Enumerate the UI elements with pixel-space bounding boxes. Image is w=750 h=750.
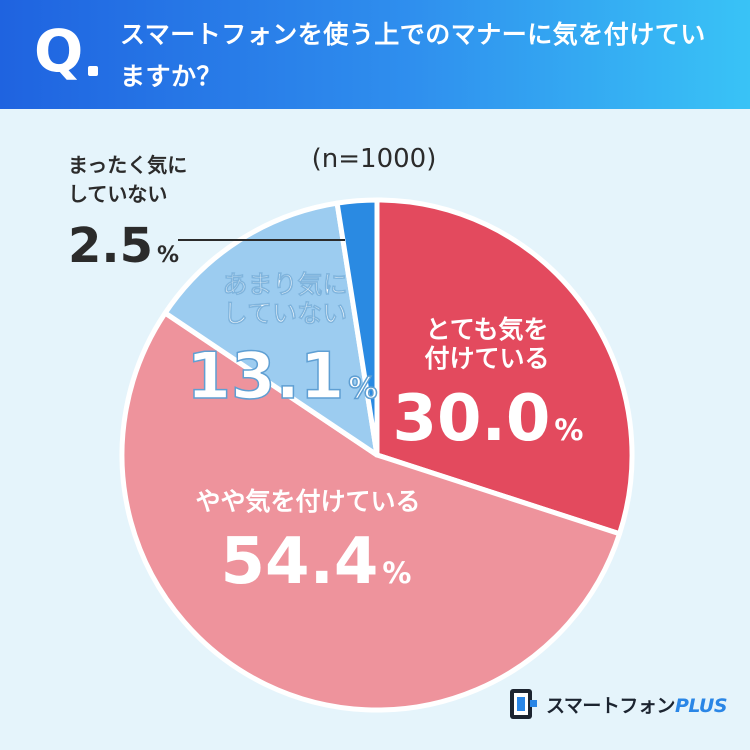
- slice-label-3-line-0: まったく気に: [68, 153, 187, 177]
- slice-value-1: 54.4%: [221, 525, 412, 599]
- slice-value-0: 30.0%: [393, 382, 584, 456]
- question-text: スマートフォンを使う上でのマナーに気を付けていますか？: [120, 20, 706, 91]
- smartphone-logo-icon: [510, 689, 537, 719]
- slice-value-3: 2.5%: [68, 218, 179, 274]
- slice-label-0-line-0: とても気を: [425, 315, 548, 344]
- slice-label-2-line-1: していない: [223, 299, 347, 328]
- slice-label-1-line-0: やや気を付けている: [195, 487, 420, 516]
- brand-logo: スマートフォンPLUS: [508, 686, 728, 722]
- slice-label-2-line-0: あまり気に: [222, 270, 347, 299]
- logo-name: スマートフォンPLUS: [546, 694, 728, 717]
- q-dot: [88, 66, 98, 76]
- pie-slice-1: [119, 310, 623, 713]
- slice-value-2: 13.1%: [187, 340, 378, 414]
- pie-slice-3: [334, 197, 380, 458]
- pie-slice-0: [374, 197, 635, 537]
- slice-label-0-line-1: 付けている: [424, 344, 549, 373]
- slice-label-3-line-1: していない: [68, 182, 167, 206]
- q-mark: Q: [34, 17, 84, 85]
- logo-plus: PLUS: [674, 694, 728, 717]
- question-header: Q スマートフォンを使う上でのマナーに気を付けていますか？: [0, 0, 750, 109]
- sample-size: (n=1000): [312, 144, 437, 174]
